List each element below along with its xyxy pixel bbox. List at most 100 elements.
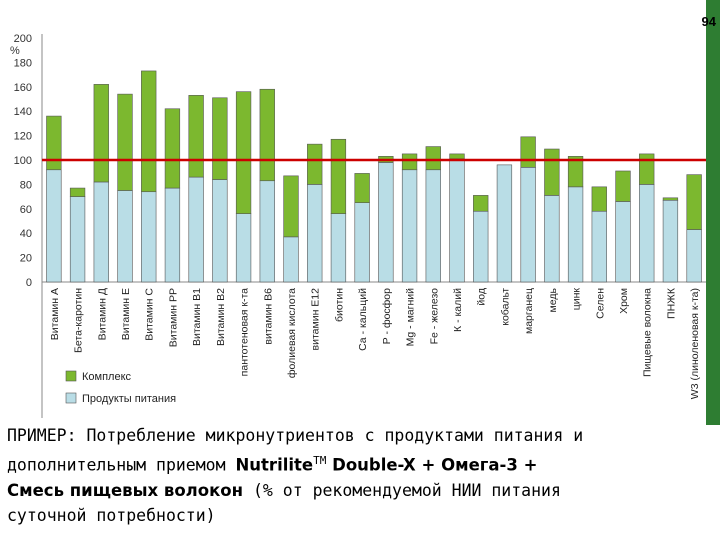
bar-food bbox=[117, 190, 133, 283]
x-category-label: витамин В6 bbox=[262, 288, 274, 345]
bar-food bbox=[401, 169, 418, 283]
bar-complex bbox=[283, 175, 299, 238]
y-unit-label: % bbox=[10, 45, 20, 57]
caption-product-name-2: Double-X + Омега-3 + bbox=[326, 455, 538, 475]
legend-label: Продукты питания bbox=[82, 393, 176, 405]
x-category-label: Mg - магний bbox=[405, 288, 417, 346]
y-tick-label: 80 bbox=[20, 179, 32, 191]
bars bbox=[46, 70, 702, 283]
x-category-label: К - калий bbox=[452, 288, 464, 332]
x-category-label: кобальт bbox=[499, 288, 511, 326]
bar-complex bbox=[354, 173, 370, 203]
bar-food bbox=[164, 187, 181, 283]
y-tick-label: 180 bbox=[14, 57, 32, 69]
bar-food bbox=[212, 179, 228, 283]
bar-food bbox=[69, 196, 86, 283]
bar-food bbox=[567, 186, 584, 283]
decorative-border bbox=[706, 0, 720, 425]
bar-food bbox=[662, 199, 679, 283]
caption: ПРИМЕР: Потребление микронутриентов с пр… bbox=[7, 423, 707, 528]
bar-complex bbox=[567, 156, 584, 188]
bar-complex bbox=[473, 195, 489, 212]
bar-food bbox=[639, 184, 655, 283]
bar-complex bbox=[330, 138, 347, 214]
x-category-label: биотин bbox=[333, 288, 345, 322]
bar-food bbox=[46, 169, 62, 283]
y-tick-label: 100 bbox=[14, 155, 32, 167]
bar-complex bbox=[639, 153, 655, 185]
x-category-label: ПНЖК bbox=[665, 287, 677, 319]
x-category-label: W3 (линоленовая к-та) bbox=[689, 288, 701, 399]
bar-complex bbox=[520, 136, 536, 168]
caption-line-4: суточной потребности) bbox=[7, 505, 216, 525]
caption-trademark: TM bbox=[313, 454, 327, 467]
y-tick-label: 200 bbox=[14, 33, 32, 45]
bar-food bbox=[378, 162, 394, 283]
x-category-label: Витамин В2 bbox=[215, 288, 227, 346]
bar-food bbox=[591, 210, 607, 283]
legend: Комплекс Продукты питания bbox=[62, 365, 222, 410]
page-number: 94 bbox=[701, 14, 716, 29]
x-category-label: марганец bbox=[523, 288, 535, 334]
bar-food bbox=[354, 202, 370, 283]
bar-complex bbox=[259, 88, 275, 182]
x-category-label: Витамин С bbox=[144, 288, 156, 341]
bar-complex bbox=[188, 95, 204, 178]
bar-complex bbox=[662, 197, 679, 201]
x-category-label: Бета-каротин bbox=[73, 288, 85, 353]
x-category-label: Хром bbox=[618, 288, 630, 314]
y-tick-label: 0 bbox=[26, 277, 32, 289]
bar-complex bbox=[69, 187, 86, 197]
bar-complex bbox=[141, 70, 157, 193]
bar-complex bbox=[93, 84, 109, 183]
legend-label: Комплекс bbox=[82, 371, 132, 383]
y-tick-label: 20 bbox=[20, 253, 32, 265]
bar-complex bbox=[544, 148, 560, 196]
x-category-label: Витамин Д bbox=[96, 288, 108, 340]
legend-box bbox=[62, 365, 222, 410]
x-category-label: Селен bbox=[594, 288, 606, 319]
bar-food bbox=[259, 180, 275, 283]
bar-complex bbox=[449, 153, 465, 160]
bar-complex bbox=[425, 146, 441, 171]
caption-fiber-mix: Смесь пищевых волокон bbox=[7, 480, 244, 500]
x-category-label: Fe - железо bbox=[428, 288, 440, 345]
x-category-label: йод bbox=[476, 288, 488, 306]
bar-food bbox=[473, 210, 489, 283]
y-tick-label: 40 bbox=[20, 228, 32, 240]
bar-food bbox=[686, 229, 702, 283]
x-category-label: фолиевая кислота bbox=[286, 288, 298, 378]
bar-complex bbox=[235, 91, 252, 214]
x-category-label: Витамин Е bbox=[120, 288, 132, 340]
bar-food bbox=[93, 181, 109, 283]
bar-complex bbox=[401, 153, 418, 171]
bar-food bbox=[188, 176, 204, 283]
x-category-label: витамин Е12 bbox=[310, 288, 322, 351]
x-category-label: Витамин В1 bbox=[191, 288, 203, 346]
bar-food bbox=[283, 236, 299, 283]
x-category-label: пантотеновая к-та bbox=[239, 288, 251, 376]
bar-food bbox=[235, 213, 252, 283]
x-category-label: цинк bbox=[571, 288, 583, 311]
x-category-label: Р - фосфор bbox=[381, 288, 393, 345]
bar-food bbox=[449, 158, 465, 283]
bar-complex bbox=[615, 170, 631, 202]
caption-line-2-text: дополнительным приемом bbox=[7, 455, 236, 475]
chart: 0 20 40 60 80 100 120 140 160 180 200% Витамин А Бе… bbox=[10, 33, 706, 418]
bar-complex bbox=[307, 143, 323, 185]
x-category-label: Пищевые волокна bbox=[642, 288, 654, 377]
x-category-label: Са - кальций bbox=[357, 288, 369, 351]
x-category-label: Витамин РР bbox=[167, 288, 179, 347]
caption-line-1: ПРИМЕР: Потребление микронутриентов с пр… bbox=[7, 426, 584, 445]
caption-line-3: Смесь пищевых волокон (% от рекомендуемо… bbox=[7, 478, 707, 503]
bar-food bbox=[496, 164, 513, 283]
y-tick-label: 120 bbox=[14, 131, 32, 143]
bar-complex bbox=[46, 115, 62, 171]
y-tick-label: 140 bbox=[14, 106, 32, 118]
bar-food bbox=[544, 195, 560, 283]
bar-complex bbox=[164, 108, 181, 189]
bar-food bbox=[425, 169, 441, 283]
bar-food bbox=[307, 184, 323, 283]
legend-swatch bbox=[65, 392, 77, 404]
bar-food bbox=[520, 167, 536, 283]
